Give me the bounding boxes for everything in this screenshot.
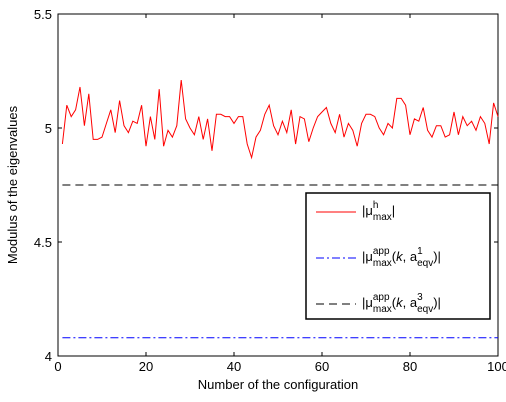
x-tick-label: 80: [403, 359, 417, 374]
x-tick-label: 20: [139, 359, 153, 374]
y-tick-label: 4.5: [34, 235, 52, 250]
series-line-1: [61, 80, 499, 160]
legend: |μh max| |μapp max(k, a1 eqv)| |μapp max(k, a3…: [305, 192, 491, 320]
y-tick-label: 5.5: [34, 7, 52, 22]
x-tick-label: 100: [487, 359, 506, 374]
series-layer: [61, 80, 499, 339]
legend-label-3: |μapp max(k, a3 eqv)|: [362, 292, 441, 315]
y-tick-label: 5: [45, 121, 52, 136]
x-tick-label: 60: [315, 359, 329, 374]
legend-label-2: |μapp max(k, a1 eqv)|: [362, 246, 441, 269]
y-axis-label: Modulus of the eigenvalues: [5, 105, 20, 264]
legend-box: [305, 192, 491, 320]
x-tick-label: 40: [227, 359, 241, 374]
tick-layer: 0 20 40 60 80 100 4 4.5 5 5.5: [34, 7, 506, 374]
y-tick-label: 4: [45, 349, 52, 364]
x-axis-label: Number of the configuration: [198, 377, 358, 392]
legend-label-1: |μh max|: [362, 200, 395, 223]
x-tick-label: 0: [54, 359, 61, 374]
